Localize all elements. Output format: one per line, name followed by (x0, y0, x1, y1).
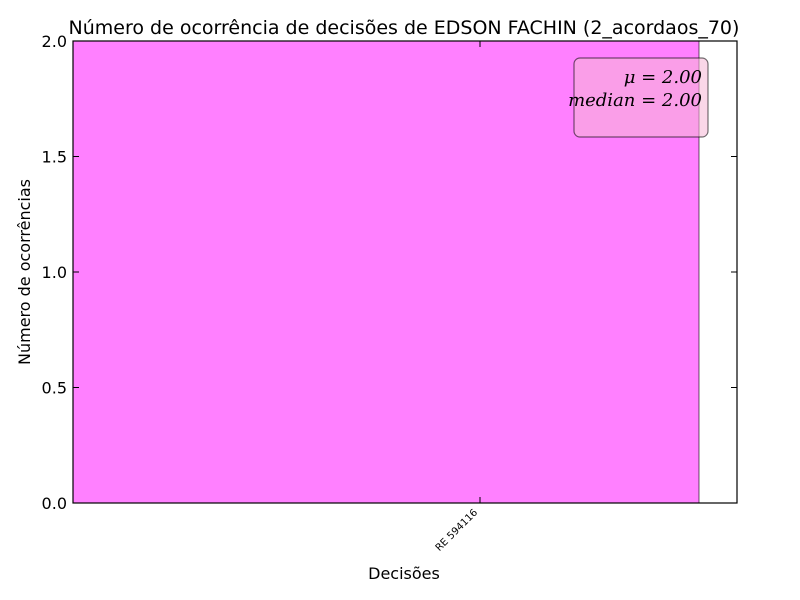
y-axis: 0.0 0.5 1.0 1.5 2.0 (42, 32, 737, 513)
y-tick-label: 2.0 (42, 32, 67, 51)
y-tick-label: 0.0 (42, 494, 67, 513)
stats-mean: μ = 2.00 (624, 67, 702, 88)
y-tick-label: 1.5 (42, 148, 67, 167)
chart-title: Número de ocorrência de decisões de EDSO… (69, 17, 740, 39)
y-tick-label: 0.5 (42, 379, 67, 398)
y-tick-label: 1.0 (42, 263, 67, 282)
stats-box-background (573, 57, 709, 138)
stats-box: μ = 2.00 median = 2.00 (568, 57, 709, 138)
x-tick-label: RE 594116 (434, 507, 480, 553)
y-axis-label: Número de ocorrências (15, 179, 34, 365)
x-axis-label: Decisões (368, 564, 440, 583)
stats-median: median = 2.00 (568, 90, 702, 111)
